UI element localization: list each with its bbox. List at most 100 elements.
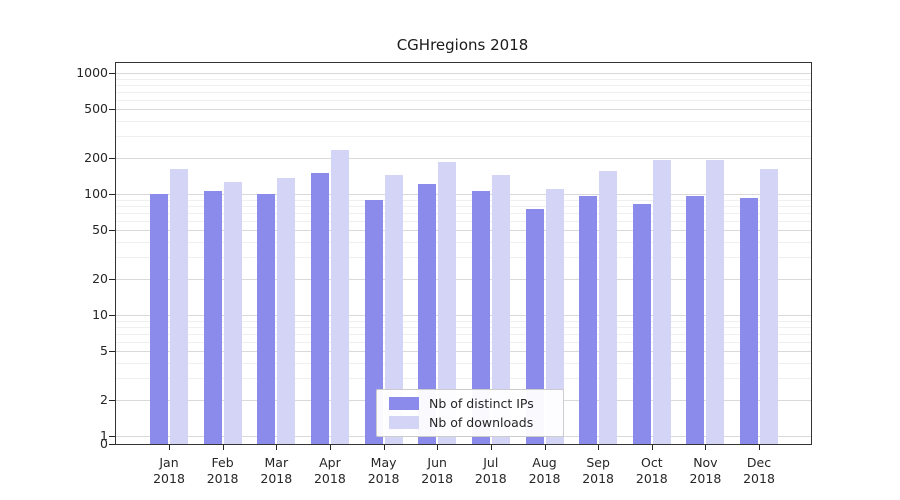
bar-distinct-ips bbox=[310, 172, 329, 444]
x-tick-label: Dec 2018 bbox=[743, 455, 775, 486]
x-tick-mark bbox=[383, 445, 385, 450]
y-tick-mark bbox=[109, 444, 115, 445]
minor-gridline bbox=[116, 363, 811, 365]
chart-title: CGHregions 2018 bbox=[396, 36, 529, 54]
minor-gridline bbox=[116, 333, 811, 335]
y-tick-mark bbox=[109, 278, 115, 280]
y-tick-mark bbox=[109, 230, 115, 232]
legend-item-downloads: Nb of downloads bbox=[377, 415, 563, 430]
bar-distinct-ips bbox=[740, 198, 758, 444]
minor-gridline bbox=[116, 257, 811, 259]
bar-downloads bbox=[652, 160, 671, 444]
minor-gridline bbox=[116, 242, 811, 244]
x-tick-label: Jul 2018 bbox=[474, 455, 507, 486]
y-tick-mark bbox=[109, 351, 115, 353]
x-tick-label: May 2018 bbox=[367, 455, 400, 486]
gridline bbox=[116, 351, 811, 353]
bar-distinct-ips bbox=[418, 184, 437, 444]
x-tick-mark bbox=[437, 445, 439, 450]
x-tick-label: Mar 2018 bbox=[260, 455, 293, 486]
x-tick-mark bbox=[759, 445, 760, 450]
y-tick-label: 10 bbox=[92, 307, 108, 322]
minor-gridline bbox=[116, 326, 811, 328]
x-tick-label: Oct 2018 bbox=[635, 455, 668, 486]
gridline bbox=[116, 157, 811, 159]
gridline bbox=[116, 109, 811, 111]
bar-downloads bbox=[760, 169, 778, 444]
bar-distinct-ips bbox=[150, 194, 168, 444]
bar-downloads bbox=[706, 159, 725, 444]
gridline bbox=[116, 278, 811, 280]
legend-swatch-distinct-ips bbox=[389, 397, 419, 410]
x-tick-mark bbox=[544, 445, 546, 450]
bar-distinct-ips bbox=[471, 191, 490, 444]
bar-downloads bbox=[330, 150, 349, 444]
y-tick-mark bbox=[109, 109, 115, 111]
x-tick-mark bbox=[329, 445, 331, 450]
bar-distinct-ips bbox=[632, 204, 651, 444]
y-tick-label: 500 bbox=[84, 101, 108, 117]
x-tick-label: Feb 2018 bbox=[206, 455, 239, 486]
bar-distinct-ips bbox=[203, 191, 222, 444]
gridline bbox=[116, 315, 811, 316]
minor-gridline bbox=[116, 212, 811, 214]
minor-gridline bbox=[116, 84, 811, 86]
x-tick-mark bbox=[598, 445, 600, 450]
y-tick-label: 5 bbox=[100, 343, 108, 359]
x-tick-mark bbox=[490, 445, 492, 450]
legend-label-downloads: Nb of downloads bbox=[429, 415, 534, 430]
minor-gridline bbox=[116, 99, 811, 101]
y-tick-label: 1 bbox=[100, 428, 108, 443]
bar-downloads bbox=[599, 171, 618, 444]
bar-downloads bbox=[491, 174, 510, 444]
bar-distinct-ips bbox=[525, 209, 544, 444]
y-tick-label: 50 bbox=[92, 222, 108, 238]
x-tick-label: Nov 2018 bbox=[689, 455, 722, 486]
x-tick-mark bbox=[705, 445, 707, 450]
gridline bbox=[116, 230, 811, 232]
y-tick-label: 20 bbox=[92, 270, 108, 286]
x-tick-mark bbox=[276, 445, 278, 450]
bar-downloads bbox=[545, 189, 564, 444]
y-tick-mark bbox=[109, 194, 115, 195]
x-tick-label: Sep 2018 bbox=[582, 455, 614, 486]
y-tick-mark bbox=[109, 315, 115, 316]
gridline bbox=[116, 73, 811, 74]
minor-gridline bbox=[116, 378, 811, 380]
x-tick-mark bbox=[222, 445, 224, 450]
minor-gridline bbox=[116, 341, 811, 343]
x-tick-mark bbox=[169, 445, 170, 450]
bar-downloads bbox=[438, 161, 457, 444]
bar-downloads bbox=[223, 182, 242, 444]
x-tick-label: Jan 2018 bbox=[153, 455, 185, 486]
legend: Nb of distinct IPs Nb of downloads bbox=[376, 389, 564, 437]
x-tick-label: Jun 2018 bbox=[421, 455, 454, 486]
y-tick-label: 100 bbox=[84, 186, 108, 201]
bar-downloads bbox=[384, 174, 403, 444]
y-tick-mark bbox=[109, 157, 115, 159]
bar-downloads bbox=[170, 169, 188, 444]
y-tick-mark bbox=[109, 436, 115, 437]
y-tick-label: 200 bbox=[84, 149, 108, 165]
y-tick-label: 1000 bbox=[76, 65, 108, 80]
minor-gridline bbox=[116, 91, 811, 93]
bar-distinct-ips bbox=[686, 195, 705, 444]
y-tick-label: 2 bbox=[100, 391, 108, 407]
minor-gridline bbox=[116, 78, 811, 80]
legend-item-distinct-ips: Nb of distinct IPs bbox=[377, 396, 563, 411]
bar-distinct-ips bbox=[257, 194, 276, 444]
x-tick-mark bbox=[651, 445, 653, 450]
y-tick-mark bbox=[109, 399, 115, 401]
x-tick-label: Apr 2018 bbox=[313, 455, 346, 486]
legend-swatch-downloads bbox=[389, 416, 419, 429]
minor-gridline bbox=[116, 205, 811, 207]
y-tick-label: 0 bbox=[100, 436, 108, 451]
bar-downloads bbox=[277, 178, 296, 444]
bar-distinct-ips bbox=[579, 195, 598, 444]
x-tick-label: Aug 2018 bbox=[528, 455, 561, 486]
gridline bbox=[116, 194, 811, 195]
minor-gridline bbox=[116, 199, 811, 201]
minor-gridline bbox=[116, 121, 811, 123]
